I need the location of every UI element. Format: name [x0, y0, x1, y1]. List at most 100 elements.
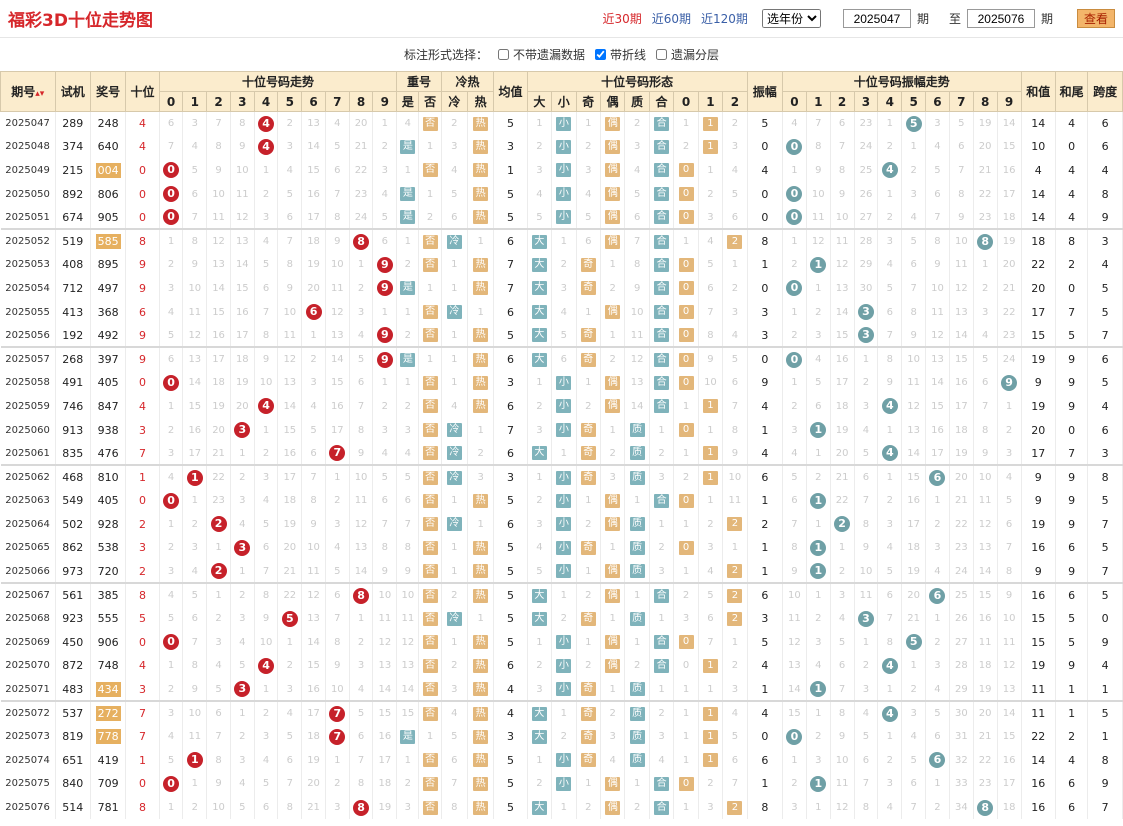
row-shiji: 374 — [55, 135, 91, 159]
zhenfu-miss: 14 — [973, 559, 998, 584]
xingtai-cell: 小 — [551, 135, 577, 159]
tag-xingtai: 大 — [531, 800, 547, 815]
chong-cell: 否 — [418, 536, 442, 560]
table-row: 2025068 923 555 5 5 6 2 3 9 5 13 7 1 11 11 否冷 1 5 大 2 奇 1 质 1 3 6… — [0, 606, 1123, 631]
col-lengre: 冷热 — [440, 71, 495, 92]
zhenfu-hit: 6 — [925, 748, 950, 773]
lengre-cell: 热 — [467, 795, 495, 820]
row-hezhi: 20 — [1021, 418, 1056, 442]
xingtai-cell: 2 — [600, 276, 626, 301]
tag-chong: 否 — [422, 399, 438, 414]
row-shiji: 973 — [55, 559, 91, 584]
trend-ball: 4 — [258, 138, 275, 155]
trend-miss: 5 — [372, 205, 398, 230]
row-junzhi: 3 — [493, 135, 528, 159]
xingtai-cell: 奇 — [576, 346, 601, 372]
trend-miss: 5 — [325, 559, 350, 584]
xingtai-cell: 0 — [673, 300, 699, 324]
zhenfu-digit-0: 0 — [782, 91, 807, 112]
xingtai-cell: 质 — [624, 464, 650, 489]
chong-cell: 否 — [418, 582, 442, 607]
xingtai-cell: 3 — [649, 559, 675, 584]
xingtai-cell: 1 — [698, 418, 724, 442]
trend-miss: 6 — [159, 111, 184, 136]
trend-miss: 5 — [372, 464, 398, 489]
option-miss-layer-checkbox[interactable] — [656, 49, 668, 60]
xingtai-cell: 奇 — [576, 253, 601, 277]
xingtai-cell: 3 — [698, 205, 724, 230]
zhenfu-miss: 20 — [949, 464, 974, 489]
xingtai-cell: 2 — [722, 582, 748, 607]
xingtai-cell: 合 — [649, 346, 675, 372]
zhenfu-miss: 9 — [925, 253, 950, 277]
zhenfu-miss: 6 — [925, 724, 950, 749]
option-no-miss[interactable]: 不带遗漏数据 — [497, 46, 585, 63]
chong-cell: 是 — [396, 346, 420, 372]
row-hewei: 1 — [1055, 677, 1089, 702]
zhenfu-miss: 1 — [782, 371, 807, 395]
trend-miss: 13 — [277, 371, 303, 395]
table-row: 2025072 537 272 7 3 10 6 1 2 4 17 7 5 15 15 否 4 热 4 大 1 奇 2 质 2 1… — [0, 700, 1123, 725]
table-row: 2025059 746 847 4 1 15 19 20 4 14 4 16 7 2 2 否 4 热 6 2 小 2 偶 14… — [0, 394, 1123, 419]
xingtai-cell: 6 — [624, 205, 650, 230]
trend-hit: 9 — [372, 253, 398, 277]
trend-miss: 19 — [230, 371, 255, 395]
zhenfu-miss: 12 — [901, 394, 927, 419]
link-recent-120[interactable]: 近120期 — [701, 12, 748, 26]
tag-lengre: 热 — [473, 493, 489, 508]
zhenfu-miss: 10 — [949, 228, 974, 254]
link-recent-60[interactable]: 近60期 — [651, 12, 692, 26]
xingtai-cell: 3 — [649, 724, 675, 749]
trend-miss: 2 — [254, 700, 279, 725]
sort-icon[interactable]: ▴▾ — [35, 89, 45, 99]
trend-miss: 11 — [182, 724, 208, 749]
option-with-line-checkbox[interactable] — [595, 49, 606, 60]
option-miss-layer[interactable]: 遗漏分层 — [656, 46, 719, 63]
jianghao-value: 720 — [97, 564, 119, 578]
trend-hit: 8 — [349, 795, 374, 820]
zhenfu-miss: 6 — [854, 748, 879, 773]
chong-cell: 否 — [418, 700, 442, 725]
zhenfu-miss: 30 — [949, 700, 974, 725]
tag-xingtai: 合 — [654, 800, 670, 815]
trend-miss: 8 — [206, 135, 231, 159]
zhenfu-miss: 4 — [925, 135, 950, 159]
xingtai-cell: 0 — [673, 158, 699, 183]
trend-miss: 14 — [349, 559, 374, 584]
zhenfu-miss: 6 — [782, 489, 807, 513]
col-qihao[interactable]: 期号▴▾ — [0, 71, 56, 112]
trend-table: 期号▴▾ 试机 奖号 十位 十位号码走势 重号 冷热 均值 十位号码形态 振幅 … — [0, 71, 1123, 820]
trend-hit: 2 — [206, 559, 231, 584]
zhenfu-ball: 6 — [929, 469, 946, 486]
xingtai-cell: 小 — [551, 464, 577, 489]
xingtai-cell: 0 — [673, 371, 699, 395]
tag-xingtai: 小 — [556, 658, 572, 673]
xingtai-cell: 1 — [576, 371, 601, 395]
table-row: 2025066 973 720 2 3 4 2 1 7 21 11 5 14 9 9 否 1 热 5 5 小 1 偶质 3 1 4… — [0, 559, 1123, 584]
row-zhenfu: 1 — [747, 489, 784, 513]
row-kuadu: 4 — [1087, 253, 1123, 277]
link-recent-30[interactable]: 近30期 — [602, 12, 642, 26]
from-period-input[interactable] — [842, 9, 911, 28]
trend-miss: 6 — [325, 158, 350, 183]
option-with-line[interactable]: 带折线 — [595, 46, 646, 63]
to-period-input[interactable] — [966, 9, 1035, 28]
trend-miss: 15 — [277, 418, 303, 442]
zhenfu-miss: 20 — [830, 441, 855, 466]
xingtai-cell: 2 — [527, 654, 553, 678]
trend-miss: 1 — [325, 464, 350, 489]
year-select[interactable]: 选年份 — [761, 9, 821, 28]
row-shiji: 651 — [55, 748, 91, 773]
tag-lengre: 热 — [473, 187, 489, 202]
trend-miss: 15 — [372, 700, 398, 725]
zhenfu-miss: 18 — [997, 205, 1022, 230]
query-button[interactable]: 查看 — [1076, 9, 1115, 28]
xingtai-cell: 6 — [698, 606, 724, 631]
trend-miss: 4 — [159, 582, 184, 607]
lengre-cell: 1 — [441, 323, 469, 348]
option-no-miss-checkbox[interactable] — [497, 49, 509, 60]
jianghao-value: 709 — [97, 777, 119, 791]
tag-xingtai: 2 — [727, 517, 743, 532]
row-kuadu: 8 — [1087, 182, 1123, 206]
tag-xingtai: 奇 — [580, 540, 596, 555]
